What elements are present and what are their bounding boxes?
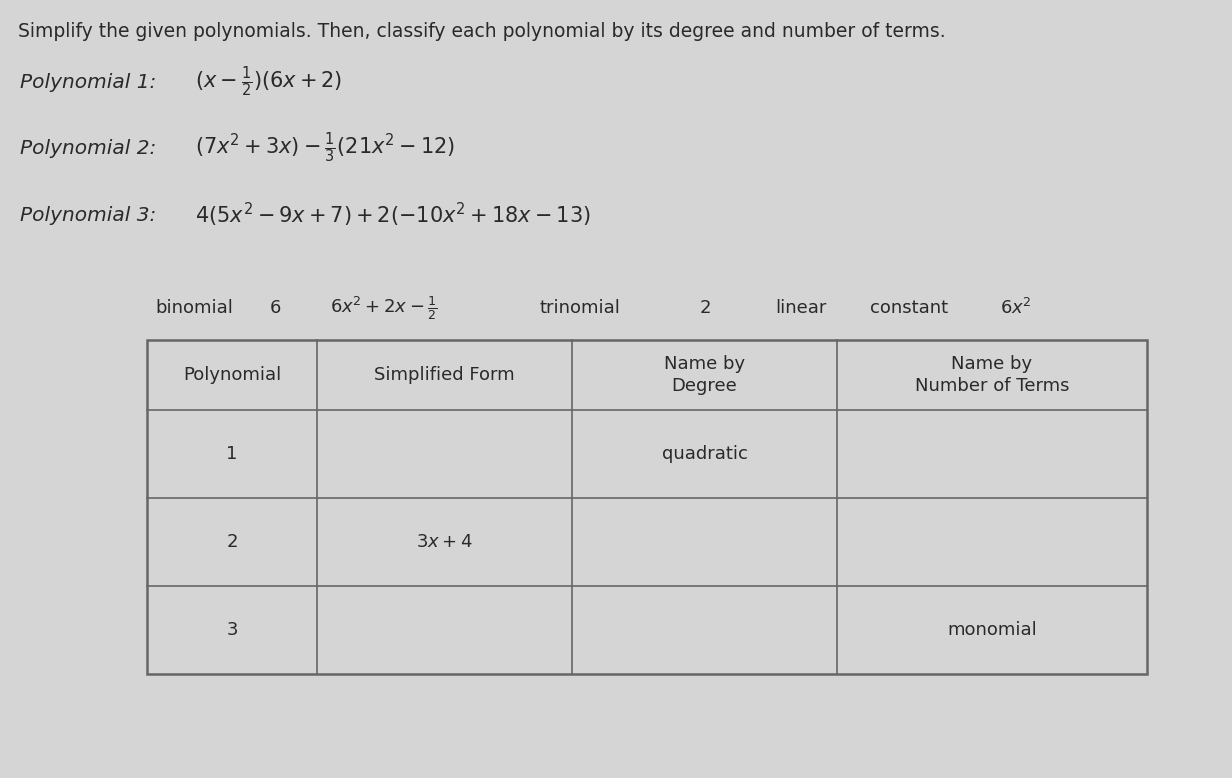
Text: Name by
Degree: Name by Degree [664,355,745,395]
Text: monomial: monomial [947,621,1037,639]
Text: linear: linear [775,299,827,317]
Text: $(7x^2 + 3x) - \frac{1}{3}(21x^2 - 12)$: $(7x^2 + 3x) - \frac{1}{3}(21x^2 - 12)$ [195,131,455,165]
Text: $(x - \frac{1}{2})(6x + 2)$: $(x - \frac{1}{2})(6x + 2)$ [195,65,342,100]
Text: $4(5x^2 - 9x + 7) + 2(-10x^2 + 18x - 13)$: $4(5x^2 - 9x + 7) + 2(-10x^2 + 18x - 13)… [195,201,590,229]
Text: 3: 3 [227,621,238,639]
Text: trinomial: trinomial [540,299,621,317]
Text: binomial: binomial [155,299,233,317]
Text: quadratic: quadratic [662,445,748,463]
Text: 6: 6 [270,299,281,317]
Bar [147,340,1147,674]
Text: 2: 2 [227,533,238,551]
Text: Polynomial 1:: Polynomial 1: [20,72,156,92]
Text: 2: 2 [700,299,712,317]
Text: Polynomial 2:: Polynomial 2: [20,138,156,157]
Text: $6x^2 + 2x - \frac{1}{2}$: $6x^2 + 2x - \frac{1}{2}$ [330,294,437,322]
Text: $6x^2$: $6x^2$ [1000,298,1031,318]
Text: $3x + 4$: $3x + 4$ [416,533,473,551]
Text: Polynomial 3:: Polynomial 3: [20,205,156,225]
Text: Simplified Form: Simplified Form [375,366,515,384]
Text: Name by
Number of Terms: Name by Number of Terms [914,355,1069,395]
Text: 1: 1 [227,445,238,463]
Text: Simplify the given polynomials. Then, classify each polynomial by its degree and: Simplify the given polynomials. Then, cl… [18,22,946,41]
Text: constant: constant [870,299,949,317]
Text: Polynomial: Polynomial [182,366,281,384]
